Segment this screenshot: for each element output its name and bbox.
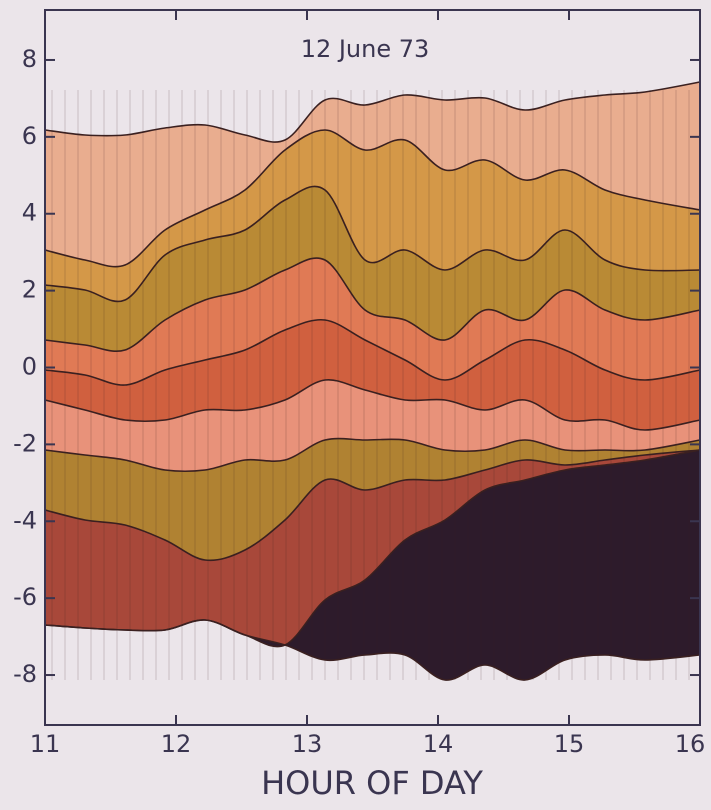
- contour-line: [44, 437, 701, 473]
- x-tick-label: 13: [292, 730, 323, 758]
- contour-band: [45, 438, 700, 561]
- y-tick-label: -2: [13, 429, 37, 457]
- contour-band: [45, 319, 700, 430]
- x-tick-label: 14: [423, 730, 454, 758]
- y-tick-label: 0: [22, 353, 37, 381]
- x-tick-label: 11: [30, 730, 61, 758]
- y-tick-label: -8: [13, 660, 37, 688]
- axes: -8 -6 -4 -2 0 2 4 6 8 11 12 13 14 15 16: [13, 9, 706, 758]
- contour-line: [44, 449, 701, 562]
- contour-line: [44, 318, 701, 386]
- x-tick-label: 12: [161, 730, 192, 758]
- y-tick-label: 2: [22, 276, 37, 304]
- contour-band: [45, 450, 700, 647]
- contour-line: [44, 257, 701, 353]
- contour-line: [44, 619, 701, 681]
- contour-field: [44, 81, 701, 681]
- contour-line: [44, 379, 701, 431]
- y-tick-label: -6: [13, 583, 37, 611]
- contour-band: [45, 257, 700, 386]
- x-tick-label: 15: [554, 730, 585, 758]
- x-axis-label: HOUR OF DAY: [261, 764, 483, 802]
- y-tick-label: 4: [22, 199, 37, 227]
- y-tick-label: 8: [22, 45, 37, 73]
- contour-band: [45, 186, 700, 352]
- contour-line: [44, 81, 701, 143]
- y-tick-label: -4: [13, 506, 37, 534]
- y-tick-label: 6: [22, 122, 37, 150]
- contour-line: [44, 185, 701, 303]
- contour-line: [44, 129, 701, 268]
- contour-band: [45, 82, 700, 267]
- contour-band: [45, 450, 700, 681]
- contour-band: [45, 130, 700, 302]
- chart-title: 12 June 73: [301, 35, 430, 63]
- contour-band: [45, 379, 700, 472]
- x-tick-label: 16: [675, 730, 706, 758]
